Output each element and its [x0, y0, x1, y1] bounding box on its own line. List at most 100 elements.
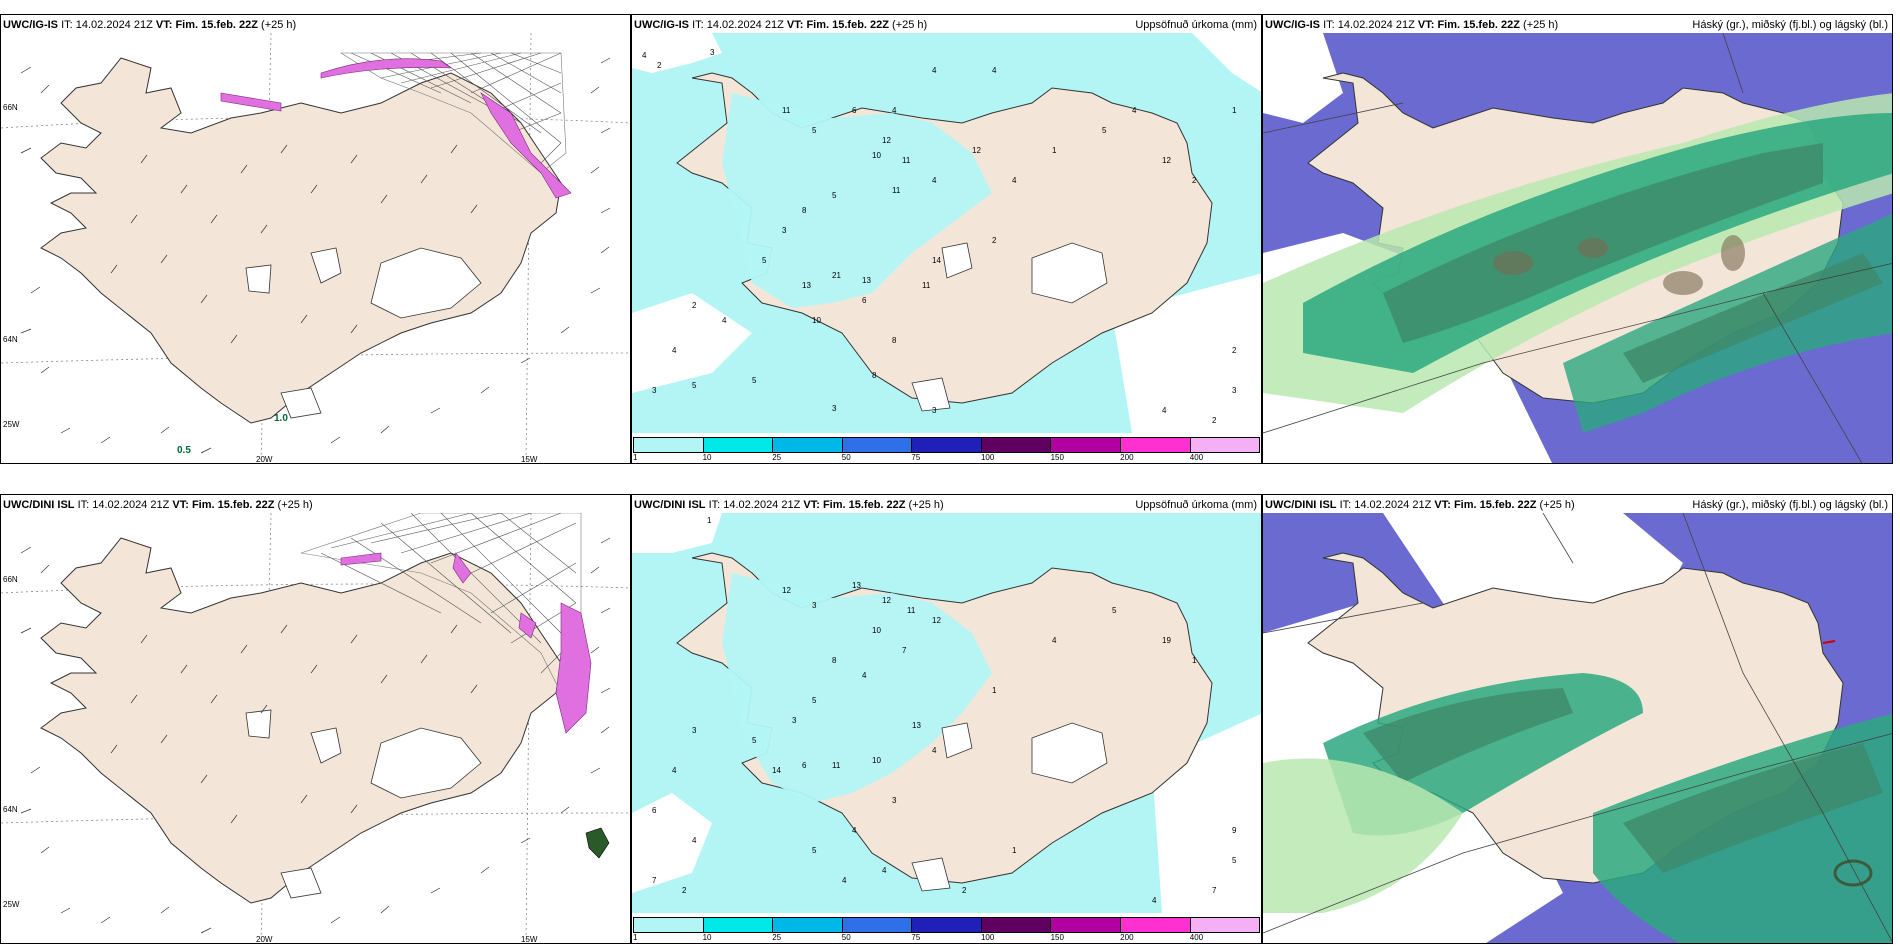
lead-time: (+25 h)	[908, 499, 944, 511]
svg-text:4: 4	[932, 66, 937, 75]
legend-swatch	[703, 918, 774, 932]
iceland-land	[40, 537, 562, 904]
lon-label-25w: 25W	[3, 900, 20, 909]
svg-text:13: 13	[852, 581, 861, 590]
legend-swatch	[1120, 918, 1191, 932]
svg-text:13: 13	[912, 721, 921, 730]
svg-text:10: 10	[812, 316, 821, 325]
svg-text:1: 1	[1192, 656, 1197, 665]
init-time: 14.02.2024 21Z	[1354, 499, 1432, 511]
init-time-label: IT:	[1339, 499, 1352, 511]
panel-precip-row1: UWC/IG-IS IT: 14.02.2024 21Z VT: Fim. 15…	[631, 14, 1262, 464]
svg-text:3: 3	[812, 601, 817, 610]
lat-label-64n: 64N	[3, 335, 18, 344]
model-name: UWC/IG-IS	[634, 19, 689, 31]
init-time-label: IT:	[77, 499, 90, 511]
precip-land-overlay	[722, 573, 992, 803]
wind-map-svg	[1, 33, 630, 463]
svg-text:4: 4	[862, 671, 867, 680]
model-name: UWC/IG-IS	[3, 19, 58, 31]
svg-text:5: 5	[1112, 606, 1117, 615]
panel-cloud-row1: UWC/IG-IS IT: 14.02.2024 21Z VT: Fim. 15…	[1262, 14, 1893, 464]
precip-land-overlay	[722, 93, 992, 308]
glaciers	[245, 247, 482, 419]
svg-text:3: 3	[652, 386, 657, 395]
legend-swatch	[1190, 438, 1260, 452]
legend-tick: 200	[1120, 453, 1134, 462]
svg-text:12: 12	[972, 146, 981, 155]
annotation-1-0: 1.0	[274, 413, 288, 424]
clear-area-2	[1263, 33, 1343, 123]
wind-map[interactable]	[1, 33, 630, 463]
svg-text:10: 10	[872, 626, 881, 635]
cloud-band-lower-dark	[1623, 253, 1883, 383]
wind-barbs	[20, 57, 611, 454]
panel-header: UWC/DINI ISL IT: 14.02.2024 21Z VT: Fim.…	[1265, 497, 1888, 513]
high-cloud-patches	[1493, 235, 1745, 295]
svg-text:11: 11	[902, 156, 911, 165]
valid-time: VT: Fim. 15.feb. 22Z	[172, 499, 275, 511]
svg-text:1: 1	[1232, 106, 1237, 115]
svg-text:10: 10	[872, 756, 881, 765]
panel-title: Háský (gr.), miðský (fj.bl.) og lágský (…	[1692, 19, 1888, 31]
graticule	[1263, 33, 1892, 463]
svg-text:4: 4	[672, 346, 677, 355]
valid-time: VT: Fim. 15.feb. 22Z	[786, 19, 889, 31]
legend-tick: 1	[633, 453, 638, 462]
svg-text:1: 1	[1052, 146, 1057, 155]
legend-swatch	[912, 438, 982, 452]
init-time: 14.02.2024 21Z	[723, 499, 801, 511]
legend-tick: 50	[841, 453, 851, 462]
svg-text:2: 2	[657, 61, 662, 70]
svg-text:21: 21	[832, 271, 841, 280]
svg-text:12: 12	[932, 616, 941, 625]
legend-swatch	[842, 438, 913, 452]
svg-text:5: 5	[812, 126, 817, 135]
glaciers	[911, 722, 1108, 892]
glaciers	[911, 242, 1108, 412]
svg-text:12: 12	[882, 596, 891, 605]
svg-text:8: 8	[832, 656, 837, 665]
svg-text:2: 2	[1192, 176, 1197, 185]
legend-tick: 150	[1050, 453, 1064, 462]
lon-label-20w: 20W	[256, 455, 273, 464]
svg-text:4: 4	[722, 316, 727, 325]
cloud-map[interactable]	[1263, 33, 1892, 463]
legend-swatch	[773, 438, 843, 452]
svg-text:5: 5	[762, 256, 767, 265]
svg-text:4: 4	[932, 176, 937, 185]
init-time-label: IT:	[1323, 19, 1335, 31]
legend-tick: 100	[980, 453, 995, 462]
init-time-label: IT:	[708, 499, 721, 511]
svg-text:5: 5	[1232, 856, 1237, 865]
svg-text:13: 13	[802, 281, 811, 290]
cloud-map-svg	[1263, 513, 1892, 943]
svg-text:6: 6	[802, 761, 807, 770]
svg-text:11: 11	[907, 606, 916, 615]
wind-barbs	[20, 537, 611, 934]
wind-map[interactable]	[1, 513, 630, 943]
legend-swatch	[773, 918, 843, 932]
svg-text:9: 9	[1232, 826, 1237, 835]
cloud-map[interactable]	[1263, 513, 1892, 943]
valid-time: VT: Fim. 15.feb. 22Z	[1434, 499, 1537, 511]
svg-text:6: 6	[652, 806, 657, 815]
svg-text:7: 7	[902, 646, 907, 655]
svg-text:4: 4	[1132, 106, 1137, 115]
legend-tick: 150	[1050, 933, 1064, 942]
lat-label-64n: 64N	[3, 805, 18, 814]
legend-swatch	[981, 438, 1052, 452]
lead-time: (+25 h)	[892, 19, 928, 31]
valid-time: VT: Fim. 15.feb. 22Z	[1417, 19, 1520, 31]
init-time: 14.02.2024 21Z	[92, 499, 170, 511]
valid-time: VT: Fim. 15.feb. 22Z	[803, 499, 906, 511]
lon-label-15w: 15W	[521, 935, 538, 944]
svg-text:2: 2	[1232, 346, 1237, 355]
svg-text:8: 8	[802, 206, 807, 215]
svg-text:3: 3	[932, 406, 937, 415]
model-name: UWC/DINI ISL	[1265, 499, 1337, 511]
